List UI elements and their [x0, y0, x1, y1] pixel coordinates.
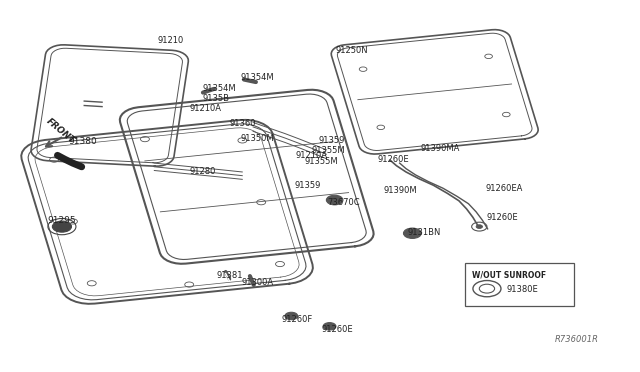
Circle shape [52, 221, 72, 232]
Text: 91390M: 91390M [384, 186, 417, 195]
Text: 91210A: 91210A [189, 104, 221, 113]
Text: 91260E: 91260E [378, 155, 410, 164]
Text: 91359: 91359 [294, 181, 321, 190]
Circle shape [326, 195, 343, 205]
Text: 91210A: 91210A [296, 151, 328, 160]
Text: 91359: 91359 [319, 137, 345, 145]
Text: 91354M: 91354M [241, 73, 274, 81]
Text: 91210: 91210 [157, 36, 184, 45]
Text: 9135B: 9135B [202, 94, 229, 103]
Circle shape [56, 223, 68, 230]
Text: R736001R: R736001R [554, 335, 598, 344]
Text: 91354M: 91354M [202, 84, 236, 93]
Text: W/OUT SUNROOF: W/OUT SUNROOF [472, 271, 546, 280]
Text: 91350M: 91350M [241, 134, 274, 143]
Text: 9131BN: 9131BN [407, 228, 441, 237]
Text: 73670C: 73670C [328, 198, 360, 207]
Text: 91300A: 91300A [242, 278, 274, 287]
Circle shape [285, 312, 298, 320]
Circle shape [403, 228, 421, 238]
Text: 91260EA: 91260EA [486, 184, 523, 193]
Text: 91260F: 91260F [282, 314, 313, 324]
FancyBboxPatch shape [465, 263, 573, 306]
Text: 91390MA: 91390MA [420, 144, 460, 153]
Text: FRONT: FRONT [45, 117, 77, 146]
Text: 91280: 91280 [189, 167, 216, 176]
Circle shape [331, 198, 339, 202]
Text: 91250N: 91250N [336, 46, 369, 55]
Text: 91295: 91295 [47, 216, 76, 225]
Text: 91355M: 91355M [304, 157, 338, 166]
Text: 91260E: 91260E [487, 212, 518, 221]
Text: 91360: 91360 [230, 119, 256, 128]
Text: 91260E: 91260E [321, 325, 353, 334]
Text: 91381: 91381 [217, 271, 243, 280]
Circle shape [476, 225, 483, 228]
Text: 91380: 91380 [68, 137, 97, 145]
Circle shape [408, 231, 417, 236]
Text: 91380E: 91380E [506, 285, 538, 294]
Text: 91355M: 91355M [312, 146, 346, 155]
Circle shape [323, 323, 336, 330]
